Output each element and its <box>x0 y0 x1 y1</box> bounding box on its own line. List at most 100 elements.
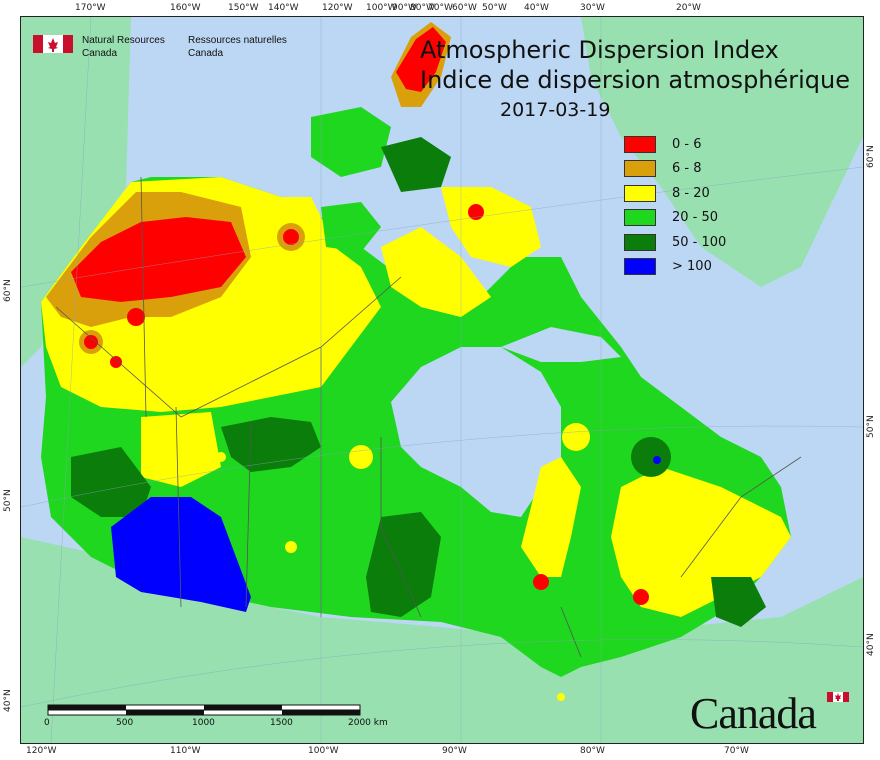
tick-top: 20°W <box>676 3 701 13</box>
title-english: Atmospheric Dispersion Index <box>420 36 779 64</box>
tick-bottom: 90°W <box>442 746 467 756</box>
tick-top: 120°W <box>322 3 353 13</box>
tick-left: 50°N <box>3 489 13 512</box>
hotspot-red <box>533 574 549 590</box>
scale-label: 2000 km <box>348 718 388 728</box>
scale-label: 1500 <box>270 718 293 728</box>
region-50-100-quebec <box>631 437 671 477</box>
scale-label: 1000 <box>192 718 215 728</box>
agency-french-line1: Ressources naturelles <box>188 35 287 46</box>
region-8-20-nunavut <box>381 227 491 317</box>
legend-swatch <box>624 258 656 276</box>
tick-bottom: 110°W <box>170 746 201 756</box>
tick-bottom: 80°W <box>580 746 605 756</box>
legend: 0 - 6 6 - 8 8 - 20 20 - 50 50 - 100 > 10… <box>624 132 726 279</box>
tick-top: 90°W <box>392 3 417 13</box>
tick-left: 40°N <box>3 689 13 712</box>
greenland-land <box>581 17 863 287</box>
map-title: Atmospheric Dispersion Index Indice de d… <box>420 36 850 122</box>
legend-swatch <box>624 209 656 227</box>
tick-top: 160°W <box>170 3 201 13</box>
tick-right: 60°N <box>866 145 876 168</box>
legend-swatch <box>624 160 656 178</box>
tick-bottom: 100°W <box>308 746 339 756</box>
title-french: Indice de dispersion atmosphérique <box>420 66 851 94</box>
legend-item: 0 - 6 <box>624 132 726 157</box>
region-0-6-yukon <box>71 217 246 302</box>
tick-top: 170°W <box>75 3 106 13</box>
hotspot-red <box>127 308 145 326</box>
hudson-strait <box>501 327 621 362</box>
tick-top: 30°W <box>580 3 605 13</box>
hotspot-yellow <box>557 693 565 701</box>
region-8-20-baffin <box>441 187 541 267</box>
tick-bottom: 70°W <box>724 746 749 756</box>
tick-top: 80°W <box>410 3 435 13</box>
hotspot-yellow <box>216 452 226 462</box>
tick-top: 50°W <box>482 3 507 13</box>
region-50-100-bc <box>71 447 151 517</box>
region-50-100-alberta <box>221 417 321 472</box>
agency-french: Ressources naturelles Canada <box>188 34 287 60</box>
arctic-island-dark-green <box>381 137 451 192</box>
tick-right: 50°N <box>866 415 876 438</box>
tick-top: 70°W <box>428 3 453 13</box>
legend-label: 50 - 100 <box>672 234 727 250</box>
tick-right: 40°N <box>866 633 876 656</box>
legend-item: 8 - 20 <box>624 181 726 206</box>
legend-swatch <box>624 135 656 153</box>
hotspot-yellow <box>562 423 590 451</box>
hotspot-red <box>283 229 299 245</box>
hotspot-yellow <box>285 541 297 553</box>
scale-bar <box>47 704 361 716</box>
agency-english-line1: Natural Resources <box>82 35 165 46</box>
tick-top: 40°W <box>524 3 549 13</box>
canada-wordmark-flag <box>827 692 849 702</box>
alaska-land <box>21 17 131 367</box>
scale-label: 500 <box>116 718 134 728</box>
legend-item: 50 - 100 <box>624 230 726 255</box>
region-0-6-ellesmere <box>396 27 446 92</box>
region-8-20-james-bay <box>521 457 581 577</box>
legend-label: 0 - 6 <box>672 136 702 152</box>
legend-swatch <box>624 233 656 251</box>
legend-label: 6 - 8 <box>672 161 702 177</box>
tick-left: 60°N <box>3 279 13 302</box>
title-date: 2017-03-19 <box>500 99 611 121</box>
agency-english: Natural Resources Canada <box>82 34 165 60</box>
dispersion-map <box>21 17 863 743</box>
region-8-20-bc-north <box>141 412 221 487</box>
legend-item: 6 - 8 <box>624 157 726 182</box>
hotspot-red <box>633 589 649 605</box>
tick-bottom: 120°W <box>26 746 57 756</box>
hotspot-yellow <box>349 445 373 469</box>
tick-top: 60°W <box>452 3 477 13</box>
tick-top: 100°W <box>366 3 397 13</box>
agency-french-line2: Canada <box>188 48 224 59</box>
arctic-island-2 <box>321 202 381 252</box>
legend-item: 20 - 50 <box>624 206 726 231</box>
hotspot-red <box>84 335 98 349</box>
legend-label: > 100 <box>672 259 712 275</box>
tick-top: 140°W <box>268 3 299 13</box>
arctic-island-1 <box>311 107 391 177</box>
scale-label: 0 <box>44 718 50 728</box>
legend-item: > 100 <box>624 255 726 280</box>
region-over-100-quebec-spot <box>653 456 661 464</box>
legend-label: 8 - 20 <box>672 185 710 201</box>
hudson-bay <box>391 347 561 517</box>
agency-english-line2: Canada <box>82 48 118 59</box>
map-canvas <box>20 16 864 744</box>
nrcan-flag-logo <box>33 35 73 53</box>
canada-wordmark: Canada <box>690 689 817 738</box>
hotspot-red <box>110 356 122 368</box>
graticule <box>21 17 863 743</box>
region-50-100-maritimes <box>711 577 766 627</box>
legend-label: 20 - 50 <box>672 210 719 226</box>
legend-swatch <box>624 184 656 202</box>
region-over-100-prairies <box>111 497 251 612</box>
hotspot-red <box>468 204 484 220</box>
tick-top: 150°W <box>228 3 259 13</box>
usa-land <box>21 537 863 743</box>
